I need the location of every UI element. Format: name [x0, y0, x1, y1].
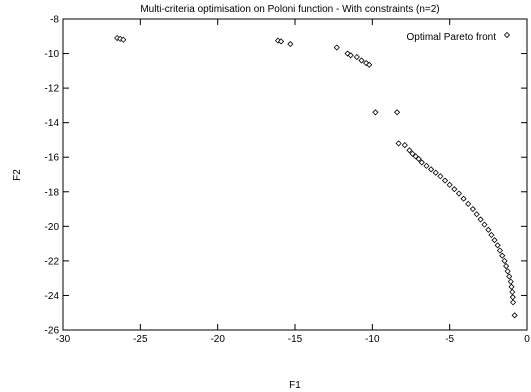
pareto-point: [460, 195, 467, 202]
y-tick-label: -12: [45, 84, 60, 95]
y-axis-ticks: -26 -24 -22 -20 -18 -16 -14 -12 -10 -8: [45, 15, 527, 337]
chart-title: Multi-criteria optimisation on Poloni fu…: [140, 4, 439, 15]
pareto-point: [506, 273, 513, 280]
pareto-point: [432, 169, 439, 176]
pareto-point: [347, 52, 354, 59]
pareto-point: [358, 57, 365, 64]
plot-frame: [62, 18, 528, 331]
y-tick-label: -22: [45, 256, 60, 267]
pareto-point: [406, 147, 413, 154]
legend-label: Optimal Pareto front: [407, 32, 497, 43]
pareto-point: [507, 278, 514, 285]
y-tick-label: -20: [45, 222, 60, 233]
pareto-point: [344, 50, 351, 57]
x-tick-label: -30: [56, 334, 71, 345]
pareto-point: [423, 162, 430, 169]
pareto-point: [418, 159, 425, 166]
pareto-point: [446, 181, 453, 188]
pareto-point: [333, 44, 340, 51]
pareto-point: [504, 268, 511, 275]
pareto-point: [278, 38, 285, 45]
legend-marker: [503, 31, 511, 39]
pareto-point: [409, 150, 416, 157]
pareto-point: [465, 200, 472, 207]
x-tick-label: -5: [445, 334, 454, 345]
x-tick-label: -25: [133, 334, 148, 345]
pareto-point: [501, 257, 508, 264]
pareto-point: [363, 59, 370, 67]
pareto-point: [503, 263, 510, 270]
pareto-point: [509, 288, 516, 296]
pareto-point: [485, 226, 492, 233]
pareto-point: [120, 36, 127, 43]
pareto-point: [353, 53, 360, 61]
pareto-point: [437, 173, 444, 180]
x-tick-label: -15: [288, 334, 303, 345]
y-tick-label: -16: [45, 153, 60, 164]
pareto-point: [473, 211, 480, 218]
pareto-point: [412, 153, 419, 160]
y-tick-label: -8: [50, 15, 59, 26]
pareto-point: [477, 216, 484, 223]
y-tick-label: -26: [45, 326, 60, 337]
pareto-point: [394, 109, 401, 116]
pareto-point: [499, 252, 506, 259]
pareto-point: [372, 109, 379, 116]
pareto-point: [508, 283, 515, 290]
pareto-point: [481, 221, 488, 228]
legend: Optimal Pareto front: [407, 31, 511, 43]
pareto-point: [451, 186, 458, 193]
pareto-point: [494, 242, 501, 249]
x-tick-label: 0: [524, 334, 530, 345]
pareto-point: [511, 312, 518, 319]
pareto-point: [415, 155, 422, 163]
pareto-point: [401, 142, 408, 149]
pareto-point: [287, 40, 294, 48]
pareto-point: [274, 37, 282, 44]
pareto-point: [509, 294, 516, 301]
y-tick-label: -18: [45, 187, 60, 198]
y-tick-label: -10: [45, 49, 60, 60]
data-points: [114, 34, 518, 319]
y-axis-label: F2: [12, 169, 23, 181]
pareto-point: [441, 177, 449, 184]
x-tick-label: -10: [365, 334, 380, 345]
pareto-point: [488, 231, 495, 239]
pareto-point: [117, 35, 124, 42]
pareto-point: [491, 237, 498, 244]
pareto-point: [455, 190, 463, 197]
y-tick-label: -14: [45, 118, 60, 129]
pareto-point: [395, 140, 402, 147]
pareto-point: [496, 247, 503, 254]
pareto-point: [428, 166, 435, 173]
x-tick-label: -20: [210, 334, 225, 345]
x-axis-label: F1: [289, 380, 301, 391]
pareto-point: [366, 61, 373, 68]
pareto-point: [510, 299, 517, 306]
pareto-point: [469, 205, 476, 213]
y-tick-label: -24: [45, 291, 60, 302]
x-axis-ticks: -30 -25 -20 -15 -10 -5 0: [56, 19, 530, 345]
